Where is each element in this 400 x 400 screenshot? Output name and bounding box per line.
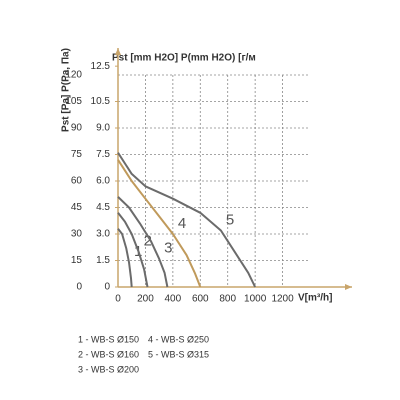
y-axis-arrow <box>115 48 121 55</box>
x-tick-label: 600 <box>192 294 209 305</box>
curve-label: 3 <box>164 240 172 257</box>
curve <box>117 196 169 288</box>
y2-tick-label: 1.5 <box>96 255 110 266</box>
curve <box>117 228 133 288</box>
y-tick-label: 60 <box>71 176 83 187</box>
legend-entry: 5 - WB-S Ø315 <box>148 349 209 359</box>
x-tick-label: 0 <box>115 294 121 305</box>
y2-tick-label: 9.0 <box>96 123 110 134</box>
curve <box>117 152 257 288</box>
x-axis-arrow <box>345 284 352 290</box>
x-tick-label: 200 <box>137 294 154 305</box>
y2-tick-label: 4.5 <box>96 202 110 213</box>
curve-label: 5 <box>226 211 234 228</box>
y2-tick-label: 3.0 <box>96 229 110 240</box>
y2-tick-label: 7.5 <box>96 149 110 160</box>
x-tick-label: 1200 <box>271 294 294 305</box>
y2-axis-label: Pst [mm H2O] P(mm H2O) [г/м <box>112 53 256 64</box>
curve-label: 2 <box>144 233 152 250</box>
y2-tick-label: 0 <box>104 282 110 293</box>
x-tick-label: 400 <box>165 294 182 305</box>
y-tick-label: 120 <box>65 70 82 81</box>
y-tick-label: 105 <box>65 96 82 107</box>
x-axis-label: V[m³/h] <box>298 293 332 304</box>
y-tick-label: 30 <box>71 229 83 240</box>
y-tick-label: 90 <box>71 123 83 134</box>
curve <box>117 212 149 288</box>
y-tick-label: 15 <box>71 255 83 266</box>
y2-tick-label: 6.0 <box>96 176 110 187</box>
y-tick-label: 45 <box>71 202 83 213</box>
x-tick-label: 800 <box>219 294 236 305</box>
curve-label: 4 <box>178 215 186 232</box>
y2-tick-label: 10.5 <box>91 96 111 107</box>
y2-tick-label: 12.5 <box>91 61 111 72</box>
legend-entry: 3 - WB-S Ø200 <box>78 364 139 374</box>
x-tick-label: 1000 <box>244 294 267 305</box>
legend-entry: 4 - WB-S Ø250 <box>148 334 209 344</box>
y-tick-label: 0 <box>76 282 82 293</box>
legend-entry: 1 - WB-S Ø150 <box>78 334 139 344</box>
legend-entry: 2 - WB-S Ø160 <box>78 349 139 359</box>
y-tick-label: 75 <box>71 149 83 160</box>
curve <box>117 159 202 288</box>
y-axis-label: Pst [Pa] P(Pa, Па) <box>61 48 72 132</box>
